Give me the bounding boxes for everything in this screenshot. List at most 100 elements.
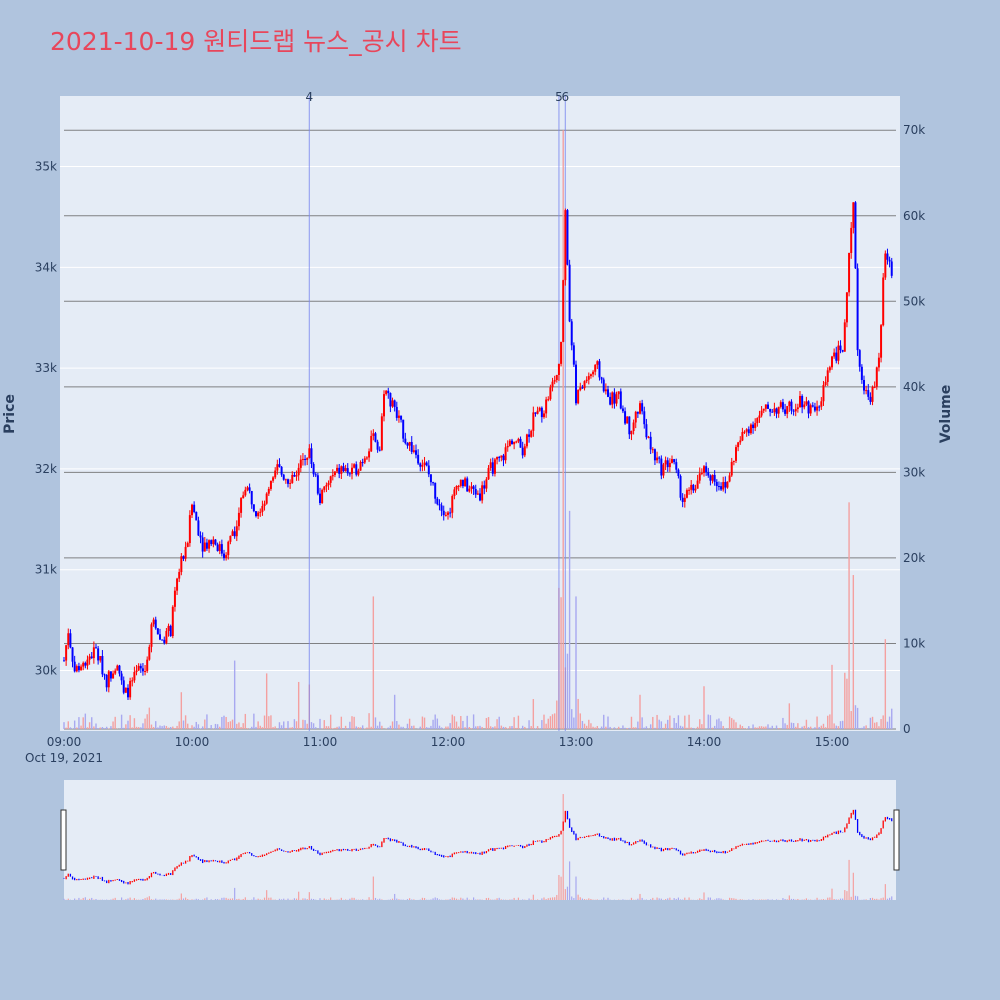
candle-body — [609, 396, 612, 405]
slider-volume-bar — [223, 897, 225, 900]
candle-body — [338, 467, 341, 474]
candle-body — [581, 387, 584, 389]
candle-body — [833, 352, 836, 357]
volume-tick-label: 0 — [903, 722, 911, 736]
volume-bar — [863, 726, 865, 729]
candle-body — [342, 466, 345, 472]
volume-bar — [684, 715, 686, 729]
slider-volume-bar — [121, 897, 123, 900]
volume-bar — [814, 727, 816, 729]
range-slider-right-handle[interactable] — [893, 809, 900, 871]
volume-bar — [342, 727, 345, 729]
slider-volume-bar — [673, 898, 675, 900]
candle-body — [124, 687, 127, 693]
slider-volume-bar — [391, 898, 394, 900]
candle-body — [585, 379, 588, 382]
volume-bar — [445, 726, 447, 729]
slider-volume-bar — [187, 899, 189, 900]
candle-body — [109, 671, 112, 679]
slider-volume-bar — [394, 893, 396, 900]
volume-bar — [131, 727, 133, 729]
slider-volume-bar — [449, 898, 451, 900]
volume-bar — [795, 726, 797, 729]
volume-bar — [216, 724, 219, 729]
range-slider-left-handle[interactable] — [60, 809, 67, 871]
slider-volume-bar — [178, 898, 180, 900]
volume-bar — [229, 721, 232, 729]
volume-bar — [283, 721, 285, 729]
candle-body — [664, 460, 667, 465]
slider-volume-bar — [227, 898, 229, 900]
slider-volume-bar — [528, 898, 530, 900]
volume-bar — [850, 711, 852, 729]
candle-body — [617, 391, 620, 395]
volume-tick-label: 40k — [903, 380, 925, 394]
candle-body — [67, 633, 70, 646]
candle-body — [508, 440, 511, 447]
volume-bar — [468, 726, 471, 729]
volume-bar — [530, 726, 532, 729]
range-slider-background[interactable] — [64, 780, 896, 900]
slider-volume-bar — [752, 899, 754, 900]
volume-bar — [88, 722, 91, 729]
candle-body — [886, 253, 889, 260]
volume-bar — [592, 726, 594, 729]
candle-body — [649, 436, 652, 450]
candle-body — [856, 268, 859, 351]
candle-body — [370, 435, 373, 452]
slider-volume-bar — [462, 898, 464, 900]
volume-bar — [818, 726, 820, 729]
slider-volume-bar — [884, 884, 886, 900]
volume-bar — [451, 714, 453, 729]
candle-body — [594, 364, 597, 372]
volume-bar — [464, 727, 466, 729]
volume-bar — [886, 721, 889, 729]
candle-body — [156, 628, 159, 635]
volume-bar — [739, 724, 741, 729]
candle-body — [632, 422, 635, 431]
volume-bar — [466, 715, 468, 729]
candle-body — [353, 464, 356, 468]
candle-body — [173, 590, 176, 607]
slider-volume-bar — [684, 897, 686, 900]
candle-body — [410, 441, 413, 452]
candle-body — [626, 416, 629, 424]
slider-volume-bar — [257, 898, 259, 900]
slider-volume-bar — [191, 899, 193, 900]
volume-bar — [268, 716, 270, 729]
volume-bar — [479, 725, 481, 729]
candle-body — [799, 396, 801, 408]
volume-bar — [649, 724, 652, 729]
candle-body — [404, 438, 407, 444]
slider-volume-bar — [78, 897, 80, 900]
candle-body — [549, 387, 552, 400]
candle-body — [875, 367, 878, 387]
slider-volume-bar — [517, 897, 519, 900]
volume-bar — [509, 726, 511, 729]
candle-body — [848, 253, 851, 293]
candle-body — [739, 440, 742, 443]
volume-bar — [756, 727, 759, 729]
volume-bar — [812, 728, 814, 729]
volume-bar — [613, 727, 616, 729]
candle-body — [340, 466, 343, 474]
candle-body — [438, 504, 441, 506]
slider-volume-bar — [409, 898, 411, 900]
volume-bar — [588, 719, 590, 729]
volume-bar — [361, 725, 364, 729]
volume-bar — [861, 727, 863, 729]
volume-bar — [287, 721, 289, 729]
candle-body — [280, 466, 283, 475]
candle-body — [671, 459, 673, 463]
candle-body — [523, 446, 526, 456]
volume-bar — [737, 727, 739, 729]
candle-body — [496, 456, 499, 460]
volume-bar — [573, 717, 575, 729]
volume-bar — [462, 720, 464, 729]
slider-volume-bar — [229, 898, 231, 900]
slider-volume-bar — [669, 897, 671, 900]
news-marker-label: 5 — [555, 90, 563, 104]
candle-body — [877, 357, 880, 368]
volume-bar — [214, 723, 217, 729]
